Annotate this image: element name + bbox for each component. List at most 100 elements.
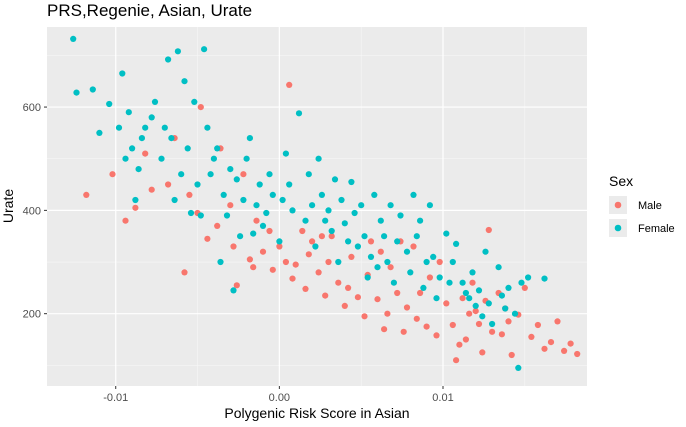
point-male bbox=[462, 336, 469, 343]
point-male bbox=[354, 294, 361, 301]
point-female bbox=[165, 56, 172, 63]
point-female bbox=[331, 176, 339, 183]
x-tick-label: 0.01 bbox=[432, 392, 453, 404]
point-female bbox=[381, 233, 388, 240]
point-male bbox=[367, 238, 375, 245]
point-female bbox=[335, 258, 342, 266]
point-female bbox=[377, 217, 384, 224]
point-female bbox=[341, 220, 348, 227]
point-male bbox=[132, 204, 139, 211]
point-female bbox=[475, 287, 483, 294]
point-female bbox=[515, 364, 522, 371]
point-male bbox=[269, 266, 276, 273]
point-female bbox=[485, 300, 492, 307]
point-male bbox=[508, 351, 515, 359]
scatter-points bbox=[70, 35, 581, 371]
point-female bbox=[407, 269, 414, 276]
point-male bbox=[456, 341, 463, 348]
point-male bbox=[528, 333, 535, 340]
point-male bbox=[240, 171, 247, 178]
point-male bbox=[328, 233, 335, 240]
point-male bbox=[417, 289, 424, 297]
point-male bbox=[410, 243, 417, 250]
point-male bbox=[322, 292, 329, 299]
point-male bbox=[426, 274, 433, 281]
point-female bbox=[106, 100, 113, 108]
point-female bbox=[420, 284, 427, 291]
point-female bbox=[132, 196, 139, 204]
point-female bbox=[413, 233, 420, 240]
point-female bbox=[201, 46, 208, 53]
point-female bbox=[354, 243, 361, 250]
point-female bbox=[259, 222, 267, 229]
point-female bbox=[187, 209, 195, 217]
point-female bbox=[237, 233, 244, 240]
point-male bbox=[246, 256, 253, 263]
point-female bbox=[443, 230, 450, 237]
point-female bbox=[240, 196, 247, 204]
point-female bbox=[305, 171, 312, 178]
point-male bbox=[318, 233, 325, 240]
x-tick-label: -0.01 bbox=[103, 392, 128, 404]
legend-key-female bbox=[614, 224, 622, 232]
point-male bbox=[197, 104, 204, 111]
point-male bbox=[443, 300, 450, 307]
point-female bbox=[266, 171, 273, 178]
point-female bbox=[119, 70, 126, 77]
point-male bbox=[259, 248, 267, 255]
point-male bbox=[377, 248, 384, 255]
point-male bbox=[230, 243, 237, 250]
point-male bbox=[148, 186, 155, 193]
point-female bbox=[220, 191, 227, 198]
point-male bbox=[214, 222, 221, 229]
point-female bbox=[495, 264, 502, 271]
point-female bbox=[472, 302, 479, 309]
y-axis-title: Urate bbox=[0, 189, 16, 223]
point-male bbox=[292, 261, 299, 268]
y-axis: 200 400 600 bbox=[23, 102, 47, 321]
point-female bbox=[214, 145, 221, 152]
point-female bbox=[423, 258, 430, 266]
point-female bbox=[197, 212, 204, 219]
point-female bbox=[318, 191, 325, 198]
point-female bbox=[403, 248, 411, 255]
point-male bbox=[253, 217, 260, 224]
point-female bbox=[397, 212, 404, 219]
point-male bbox=[381, 326, 388, 333]
point-male bbox=[505, 318, 512, 325]
point-female bbox=[338, 196, 345, 204]
point-female bbox=[174, 48, 181, 55]
point-male bbox=[335, 279, 342, 286]
point-female bbox=[351, 209, 358, 217]
y-tick-label: 400 bbox=[23, 205, 41, 217]
point-female bbox=[309, 202, 316, 209]
point-female bbox=[194, 181, 201, 188]
point-male bbox=[541, 345, 548, 352]
point-female bbox=[505, 284, 512, 291]
point-male bbox=[466, 310, 473, 317]
point-female bbox=[502, 305, 509, 312]
point-male bbox=[485, 226, 492, 234]
point-male bbox=[554, 318, 561, 325]
point-female bbox=[184, 145, 191, 152]
point-female bbox=[322, 217, 329, 224]
point-female bbox=[479, 313, 486, 320]
point-female bbox=[171, 196, 178, 204]
point-female bbox=[250, 230, 257, 237]
point-male bbox=[142, 150, 149, 157]
point-male bbox=[289, 275, 296, 282]
point-male bbox=[384, 310, 391, 317]
point-female bbox=[276, 238, 283, 245]
point-female bbox=[498, 292, 505, 299]
point-male bbox=[227, 202, 234, 209]
point-female bbox=[210, 155, 217, 162]
point-male bbox=[479, 349, 486, 356]
point-female bbox=[459, 279, 466, 286]
point-female bbox=[358, 202, 365, 209]
point-female bbox=[345, 238, 352, 245]
point-female bbox=[191, 98, 198, 105]
point-female bbox=[302, 217, 309, 224]
point-female bbox=[469, 269, 476, 276]
x-axis-title: Polygenic Risk Score in Asian bbox=[224, 405, 409, 421]
point-female bbox=[446, 279, 453, 286]
